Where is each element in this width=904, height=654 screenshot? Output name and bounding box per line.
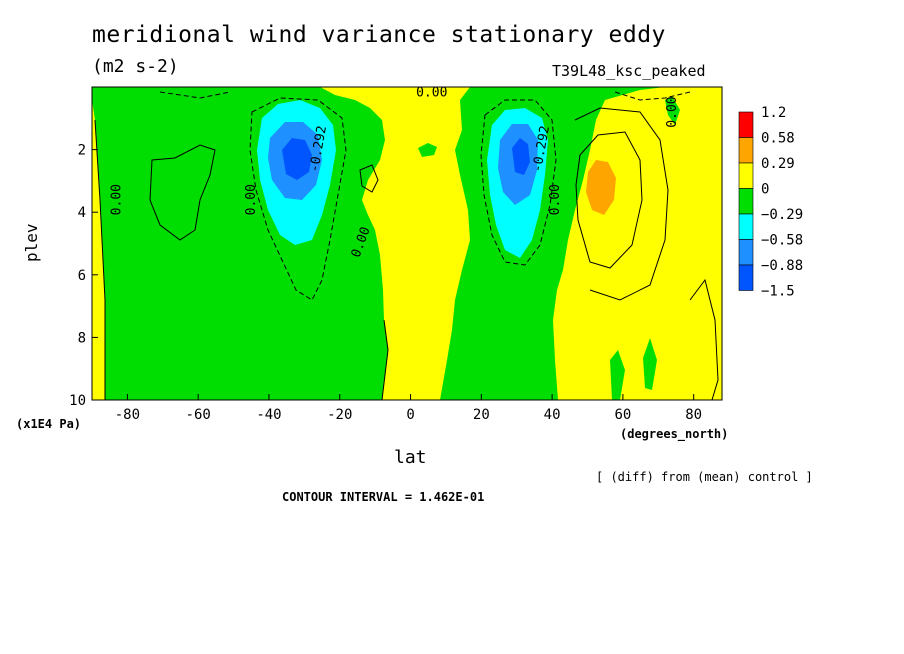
x-axis-units: (degrees_north) [620, 427, 729, 441]
contour-west-pos [149, 144, 216, 241]
field-green-top [92, 87, 320, 95]
colorbar-swatch [738, 264, 754, 291]
x-tick-label: 60 [614, 407, 631, 423]
y-tick-label: 8 [78, 330, 86, 346]
contour-east-pos [575, 131, 643, 269]
contour-right-edge [689, 278, 719, 400]
contour-dashed-lines [159, 91, 691, 301]
contour-label: 0.00 [548, 184, 563, 215]
contour-interval: CONTOUR INTERVAL = 1.462E-01 [282, 490, 485, 504]
contour-label: 0.00 [416, 85, 447, 100]
x-tick-label: -60 [186, 407, 211, 423]
contour-island [359, 164, 379, 193]
chart-title: meridional wind variance stationary eddy [92, 22, 666, 48]
field-deepblue-east [512, 138, 530, 175]
field-green-island [418, 143, 437, 157]
colorbar-label: 1.2 [761, 105, 786, 121]
colorbar-swatch [738, 188, 754, 215]
contour-zero-left [94, 119, 106, 400]
contour-zero-mid [381, 319, 389, 400]
x-tick-label: 80 [685, 407, 702, 423]
colorbar-swatch [738, 213, 754, 240]
dashed-top-right [614, 91, 691, 101]
y-tick-label: 4 [78, 205, 86, 221]
field-deepblue-west [282, 138, 312, 180]
colorbar-label: 0 [761, 182, 769, 198]
x-tick-label: 0 [406, 407, 414, 423]
field-green-east-ribbon [610, 350, 625, 400]
field-green-spike [643, 338, 657, 390]
x-tick-label: 40 [544, 407, 561, 423]
y-tick-label: 10 [69, 393, 86, 409]
y-axis-ticks: 2 4 6 8 10 [69, 143, 98, 409]
diff-note: [ (diff) from (mean) control ] [596, 470, 813, 484]
colorbar: 1.2 0.58 0.29 0 −0.29 −0.58 −0.88 −1.5 [738, 105, 803, 300]
x-tick-label: -40 [256, 407, 281, 423]
colorbar-swatch [738, 162, 754, 189]
x-axis-label: lat [394, 447, 427, 468]
field-green-topright [665, 96, 680, 125]
colorbar-swatch [738, 239, 754, 266]
x-axis-ticks: -80 -60 -40 -20 0 20 40 60 80 [115, 394, 702, 423]
y-axis-units: (x1E4 Pa) [16, 417, 82, 431]
colorbar-label: −0.58 [761, 233, 803, 249]
contour-label: 0.00 [109, 184, 124, 215]
colorbar-label: −1.5 [761, 284, 795, 300]
contour-fields [92, 87, 722, 400]
x-tick-label: -20 [327, 407, 352, 423]
colorbar-label: 0.58 [761, 131, 795, 147]
colorbar-label: −0.29 [761, 207, 803, 223]
plot-frame [91, 86, 723, 401]
field-orange-east [586, 160, 616, 215]
colorbar-swatch [738, 137, 754, 164]
contour-east-pos-outer [574, 107, 669, 301]
x-tick-label: 20 [473, 407, 490, 423]
chart-units: (m2 s-2) [92, 56, 179, 77]
contour-label: 0.00 [665, 96, 680, 127]
colorbar-label: −0.88 [761, 258, 803, 274]
y-tick-label: 2 [78, 143, 86, 159]
dashed-east-outer [480, 99, 557, 266]
contour-label: 0.00 [244, 184, 259, 215]
colorbar-swatch [738, 111, 754, 138]
run-label: T39L48_ksc_peaked [552, 62, 706, 80]
colorbar-label: 0.29 [761, 156, 795, 172]
y-tick-label: 6 [78, 268, 86, 284]
x-tick-label: -80 [115, 407, 140, 423]
contour-lines [94, 107, 719, 400]
dashed-top-left [159, 91, 231, 99]
